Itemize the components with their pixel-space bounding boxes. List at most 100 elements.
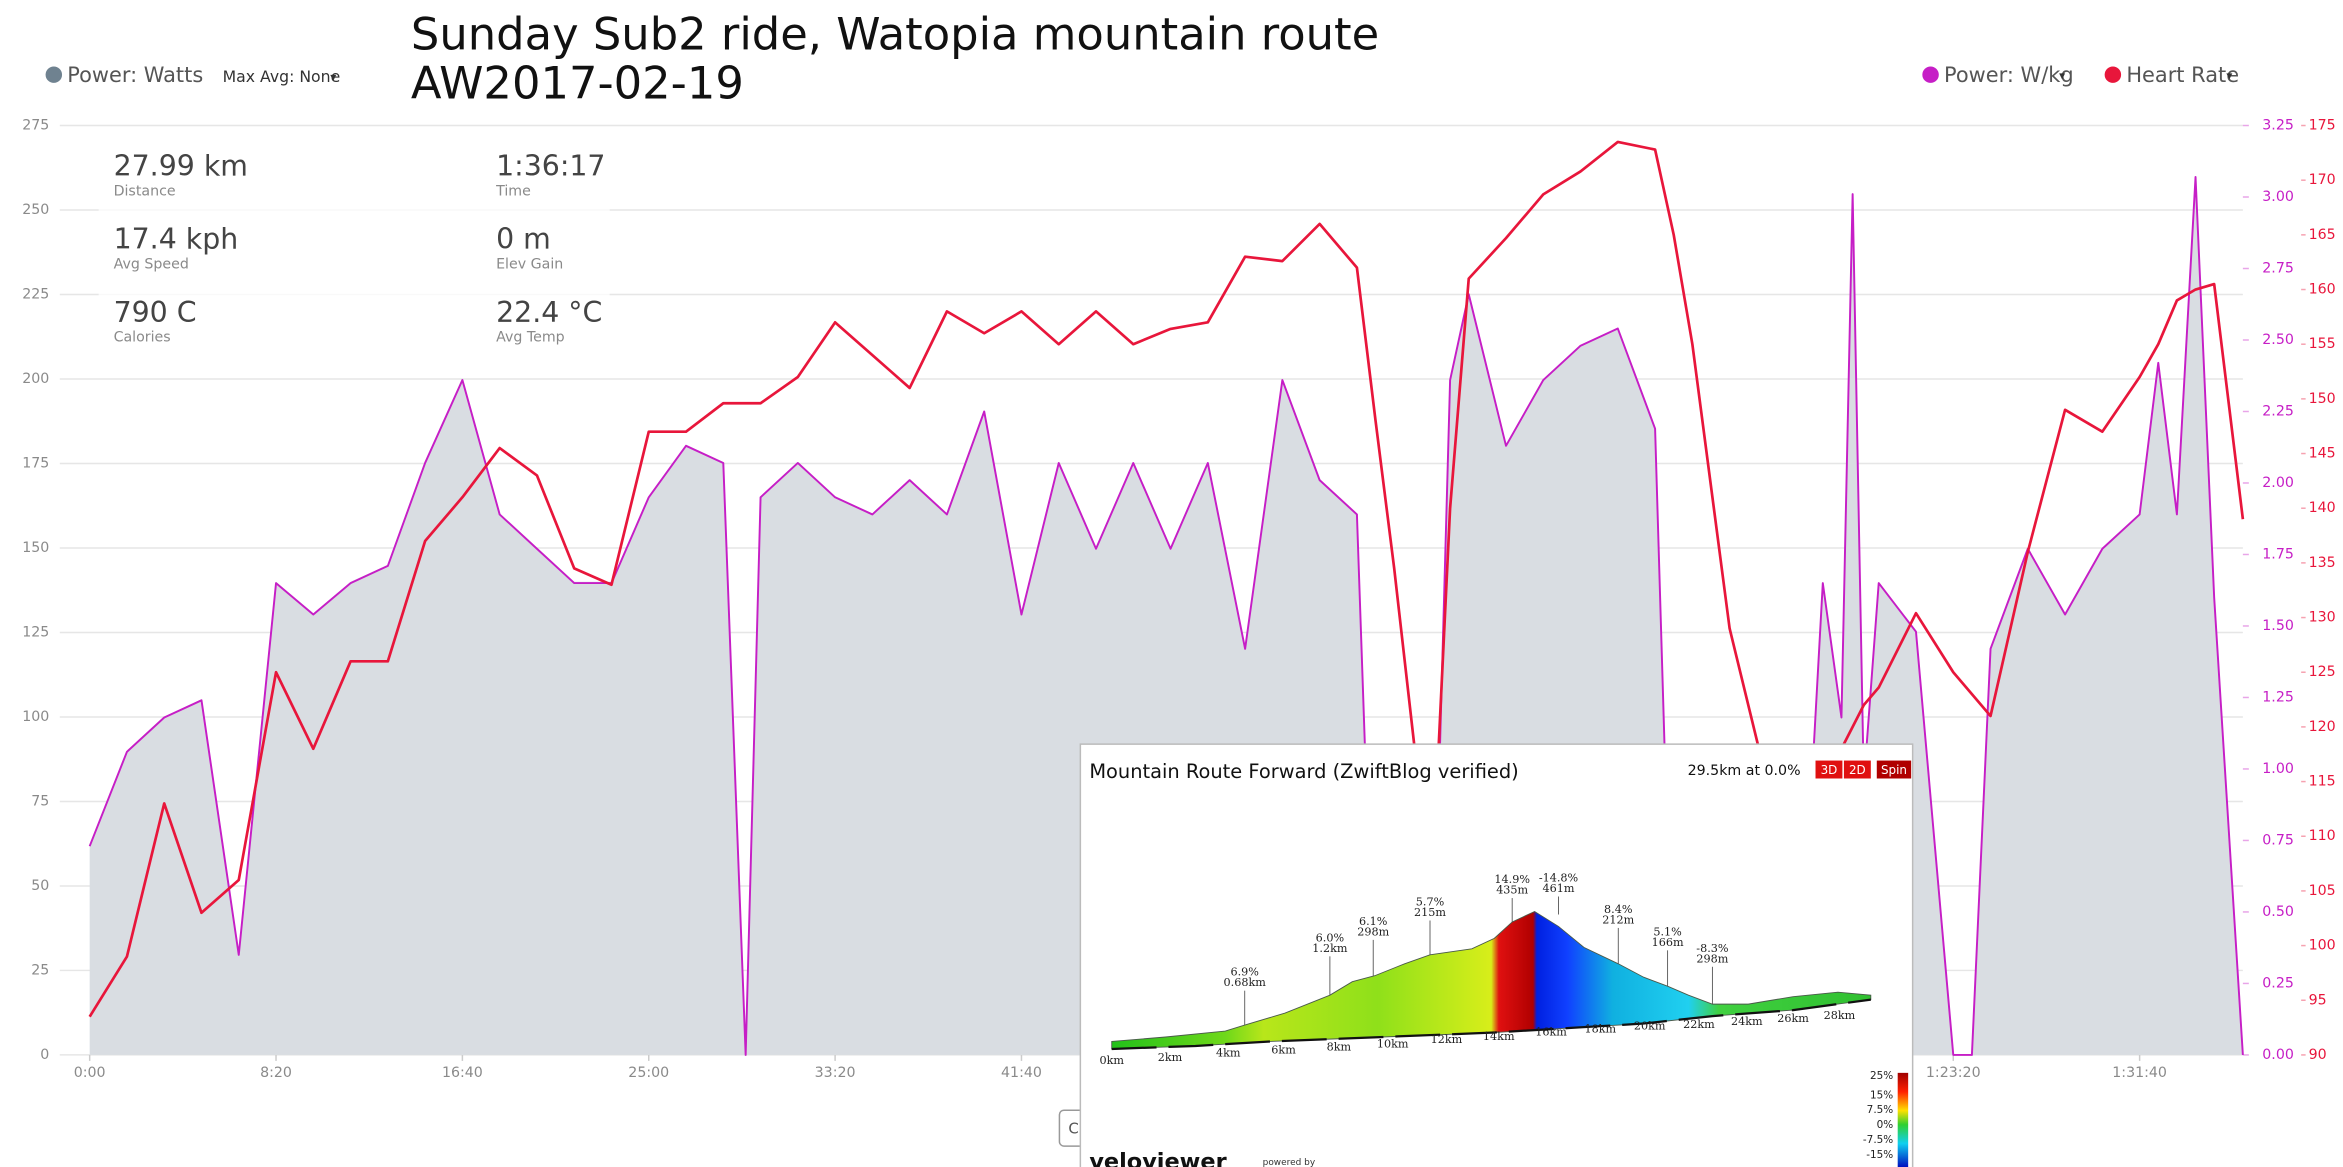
dropdown-caret[interactable]: ▾ bbox=[2059, 69, 2065, 83]
annotation-length: 435m bbox=[1496, 884, 1528, 897]
y2-tick-label: 1.25 bbox=[2262, 689, 2294, 705]
x-tick-label: 16:40 bbox=[442, 1065, 483, 1081]
grade-scale-label: 15% bbox=[1870, 1089, 1893, 1101]
y2-tick-label: 2.75 bbox=[2262, 261, 2294, 277]
y3-tick-label: 115 bbox=[2309, 774, 2336, 790]
popup-button[interactable] bbox=[1815, 760, 1843, 779]
profile-base bbox=[1111, 998, 1871, 1051]
y3-tick-label: 140 bbox=[2309, 500, 2336, 516]
popup-button-label[interactable]: 3D bbox=[1821, 763, 1838, 777]
annotation-length: 0.68km bbox=[1224, 976, 1267, 989]
y3-tick-label: 120 bbox=[2309, 719, 2336, 735]
distance-label: 12km bbox=[1431, 1033, 1463, 1046]
distance-label: 16km bbox=[1535, 1026, 1567, 1039]
popup-button-label[interactable]: 2D bbox=[1849, 763, 1866, 777]
stat-label: Elev Gain bbox=[496, 256, 563, 272]
y3-tick-label: 125 bbox=[2309, 664, 2336, 680]
y-tick-label: 0 bbox=[40, 1047, 49, 1063]
x-tick-label: 25:00 bbox=[628, 1065, 669, 1081]
y2-tick-label: 0.50 bbox=[2262, 904, 2294, 920]
annotation-grade: 14.9% bbox=[1494, 873, 1530, 886]
grade-scale-label: -15% bbox=[1866, 1149, 1893, 1161]
y-tick-label: 275 bbox=[22, 118, 49, 134]
popup-button[interactable] bbox=[1843, 760, 1871, 779]
dropdown-caret[interactable]: ▾ bbox=[2226, 69, 2232, 83]
x-tick-label: 1:31:40 bbox=[2112, 1065, 2167, 1081]
plot bbox=[88, 140, 2245, 1056]
legend-swatch[interactable] bbox=[2104, 66, 2122, 83]
y2-tick-label: 3.00 bbox=[2262, 189, 2294, 205]
annotation-length: 212m bbox=[1602, 913, 1634, 926]
y2-tick-label: 3.25 bbox=[2262, 118, 2294, 134]
distance-label: 26km bbox=[1777, 1012, 1809, 1025]
y2-tick-label: 0.75 bbox=[2262, 832, 2294, 848]
y-tick-label: 25 bbox=[31, 962, 49, 978]
popup-button-label[interactable]: Spin bbox=[1881, 763, 1907, 777]
y3-tick-label: 100 bbox=[2309, 938, 2336, 954]
popup-button[interactable] bbox=[1876, 760, 1912, 779]
annotation-grade: -8.3% bbox=[1696, 942, 1729, 955]
y-tick-label: 250 bbox=[22, 202, 49, 218]
y3-tick-label: 145 bbox=[2309, 446, 2336, 462]
chart-title: Sunday Sub2 ride, Watopia mountain route bbox=[411, 7, 1379, 60]
series-line bbox=[88, 140, 2245, 1018]
series-line bbox=[88, 176, 2244, 1056]
distance-label: 8km bbox=[1327, 1040, 1352, 1053]
annotation-length: 298m bbox=[1696, 952, 1728, 965]
stat-value: 27.99 km bbox=[114, 149, 248, 182]
y2-tick-label: 0.25 bbox=[2262, 975, 2294, 991]
annotation-length: 1.2km bbox=[1312, 942, 1348, 955]
y-tick-label: 125 bbox=[22, 624, 49, 640]
annotation-grade: 8.4% bbox=[1604, 903, 1633, 916]
distance-label: 6km bbox=[1271, 1043, 1296, 1056]
power-area bbox=[89, 176, 2243, 1055]
y2-tick-label: 2.50 bbox=[2262, 332, 2294, 348]
y3-tick-label: 135 bbox=[2309, 555, 2336, 571]
grade-scale-label: -7.5% bbox=[1863, 1134, 1893, 1146]
stats-panel bbox=[98, 141, 610, 352]
y3-tick-label: 110 bbox=[2309, 828, 2336, 844]
grade-scale-label: 0% bbox=[1877, 1119, 1894, 1131]
y3-tick-label: 130 bbox=[2309, 610, 2336, 626]
legend-label[interactable]: Power: Watts bbox=[67, 63, 203, 87]
stat-label: Calories bbox=[114, 330, 171, 346]
distance-label: 10km bbox=[1377, 1037, 1409, 1050]
y-tick-label: 175 bbox=[22, 455, 49, 471]
stat-label: Time bbox=[495, 183, 531, 199]
y-tick-label: 150 bbox=[22, 540, 49, 556]
y3-tick-label: 105 bbox=[2309, 883, 2336, 899]
max-avg-select[interactable]: Max Avg: None bbox=[223, 67, 341, 86]
y3-tick-label: 175 bbox=[2309, 118, 2336, 134]
stat-label: Avg Speed bbox=[114, 256, 189, 272]
annotation-grade: 5.7% bbox=[1416, 896, 1445, 909]
legend-label[interactable]: Power: W/kg bbox=[1944, 63, 2074, 87]
legend-label[interactable]: Heart Rate bbox=[2126, 63, 2239, 87]
dropdown-caret[interactable]: ▾ bbox=[330, 70, 336, 84]
annotation-length: 166m bbox=[1652, 936, 1684, 949]
x-tick-label: 41:40 bbox=[1001, 1065, 1042, 1081]
popup-summary: 29.5km at 0.0% bbox=[1688, 763, 1801, 779]
legend-swatch[interactable] bbox=[45, 66, 63, 83]
annotation-grade: 5.1% bbox=[1653, 925, 1682, 938]
y3-tick-label: 160 bbox=[2309, 282, 2336, 298]
stat-value: 0 m bbox=[496, 223, 551, 256]
grade-scale-bar bbox=[1897, 1072, 1909, 1167]
distance-label: 4km bbox=[1216, 1046, 1241, 1059]
stat-label: Avg Temp bbox=[496, 330, 565, 346]
legend-swatch[interactable] bbox=[1922, 66, 1939, 83]
y3-tick-label: 155 bbox=[2309, 336, 2336, 352]
y3-tick-label: 170 bbox=[2309, 172, 2336, 188]
distance-label: 14km bbox=[1483, 1030, 1515, 1043]
annotation-length: 298m bbox=[1357, 925, 1389, 938]
distance-label: 18km bbox=[1585, 1023, 1617, 1036]
y3-tick-label: 90 bbox=[2309, 1047, 2327, 1063]
route-popup: Mountain Route Forward (ZwiftBlog verifi… bbox=[1079, 743, 1914, 1167]
annotation-length: 461m bbox=[1543, 882, 1575, 895]
button-label[interactable]: C bbox=[1068, 1120, 1078, 1138]
logo: veloviewer bbox=[1089, 1149, 1226, 1167]
annotation-grade: 6.9% bbox=[1230, 966, 1259, 979]
stat-value: 22.4 °C bbox=[496, 296, 602, 329]
